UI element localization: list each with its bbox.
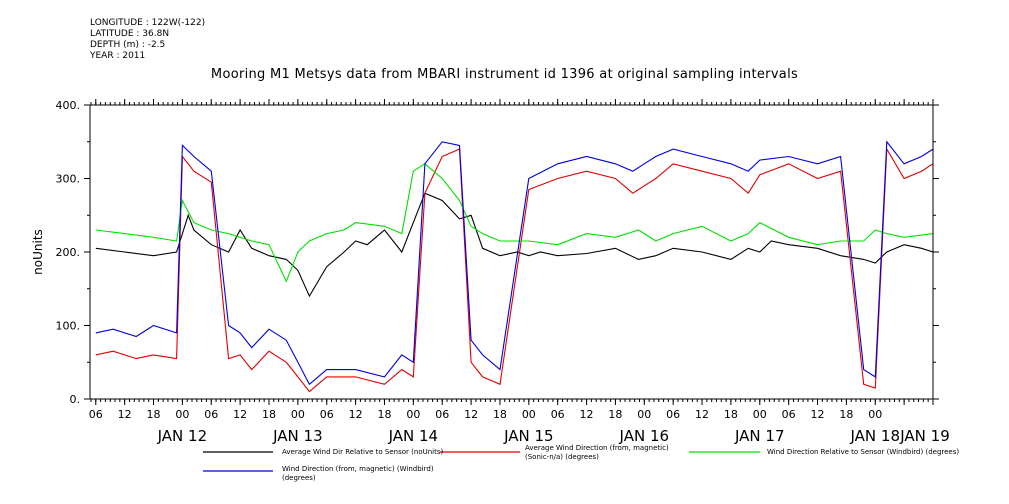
x-tick-label: 18: [493, 408, 507, 421]
x-tick-label: 18: [377, 408, 391, 421]
legend-label-2: Average Wind Direction (from, magnetic) …: [525, 444, 669, 461]
x-tick-label: 06: [204, 408, 218, 421]
x-tick-label: 18: [262, 408, 276, 421]
x-day-label: JAN 14: [388, 427, 439, 445]
legend-label-4: Wind Direction (from, magnetic) (Windbir…: [282, 465, 434, 482]
x-tick-label: 00: [753, 408, 767, 421]
x-tick-label: 06: [782, 408, 796, 421]
year-text: YEAR : 2011: [90, 51, 146, 61]
x-tick-label: 06: [551, 408, 565, 421]
series-line-1: [95, 192, 934, 298]
legend-lines: [203, 451, 760, 472]
y-tick-label: 400.: [56, 99, 81, 112]
x-day-label: JAN 15: [503, 427, 554, 445]
x-day-label: JAN 19: [899, 427, 950, 445]
x-day-label: JAN 17: [734, 427, 785, 445]
series-line-4: [95, 140, 934, 386]
x-tick-label: 00: [291, 408, 305, 421]
x-day-label: JAN 12: [157, 427, 208, 445]
x-day-label: JAN 13: [272, 427, 323, 445]
longitude-text: LONGITUDE : 122W(-122): [90, 18, 206, 28]
plot-frame: [89, 104, 934, 400]
x-tick-label: 18: [839, 408, 853, 421]
y-tick-label: 0.: [70, 393, 81, 406]
y-tick-label: 300.: [56, 173, 81, 186]
x-tick-label: 12: [233, 408, 247, 421]
series-line-3: [95, 163, 934, 283]
x-tick-label: 18: [724, 408, 738, 421]
x-tick-label: 06: [666, 408, 680, 421]
y-tick-label: 100.: [56, 320, 81, 333]
series-layer: [95, 140, 934, 393]
x-tick-label: 12: [349, 408, 363, 421]
x-tick-label: 18: [147, 408, 161, 421]
chart-title: Mooring M1 Metsys data from MBARI instru…: [210, 67, 799, 82]
x-tick-label: 00: [522, 408, 536, 421]
x-tick-label: 06: [320, 408, 334, 421]
metadata-block: LONGITUDE : 122W(-122) LATITUDE : 36.8N …: [90, 18, 205, 62]
x-tick-label: 12: [118, 408, 132, 421]
x-tick-label: 12: [580, 408, 594, 421]
x-tick-label: 06: [435, 408, 449, 421]
legend-label-1: Average Wind Dir Relative to Sensor (noU…: [282, 448, 444, 456]
legend-label-3: Wind Direction Relative to Sensor (Windb…: [767, 448, 960, 456]
latitude-text: LATITUDE : 36.8N: [90, 29, 170, 39]
x-tick-label: 00: [868, 408, 882, 421]
x-tick-label: 12: [464, 408, 478, 421]
x-tick-label: 12: [811, 408, 825, 421]
x-tick-label: 00: [175, 408, 189, 421]
y-tick-label: 200.: [56, 246, 81, 259]
x-tick-label: 12: [695, 408, 709, 421]
x-tick-label: 06: [89, 408, 103, 421]
x-day-label: JAN 18: [850, 427, 901, 445]
y-axis-label: noUnits: [31, 229, 45, 275]
depth-text: DEPTH (m) : -2.5: [90, 40, 166, 50]
x-tick-label: 00: [406, 408, 420, 421]
x-day-label: JAN 16: [619, 427, 670, 445]
x-tick-label: 00: [637, 408, 651, 421]
series-line-2: [95, 147, 934, 393]
axis-layer: 0. 100. 200. 300. 400. 06 12 18 00 06 12 18 00 06 12 18…: [56, 99, 950, 445]
x-tick-label: 18: [608, 408, 622, 421]
